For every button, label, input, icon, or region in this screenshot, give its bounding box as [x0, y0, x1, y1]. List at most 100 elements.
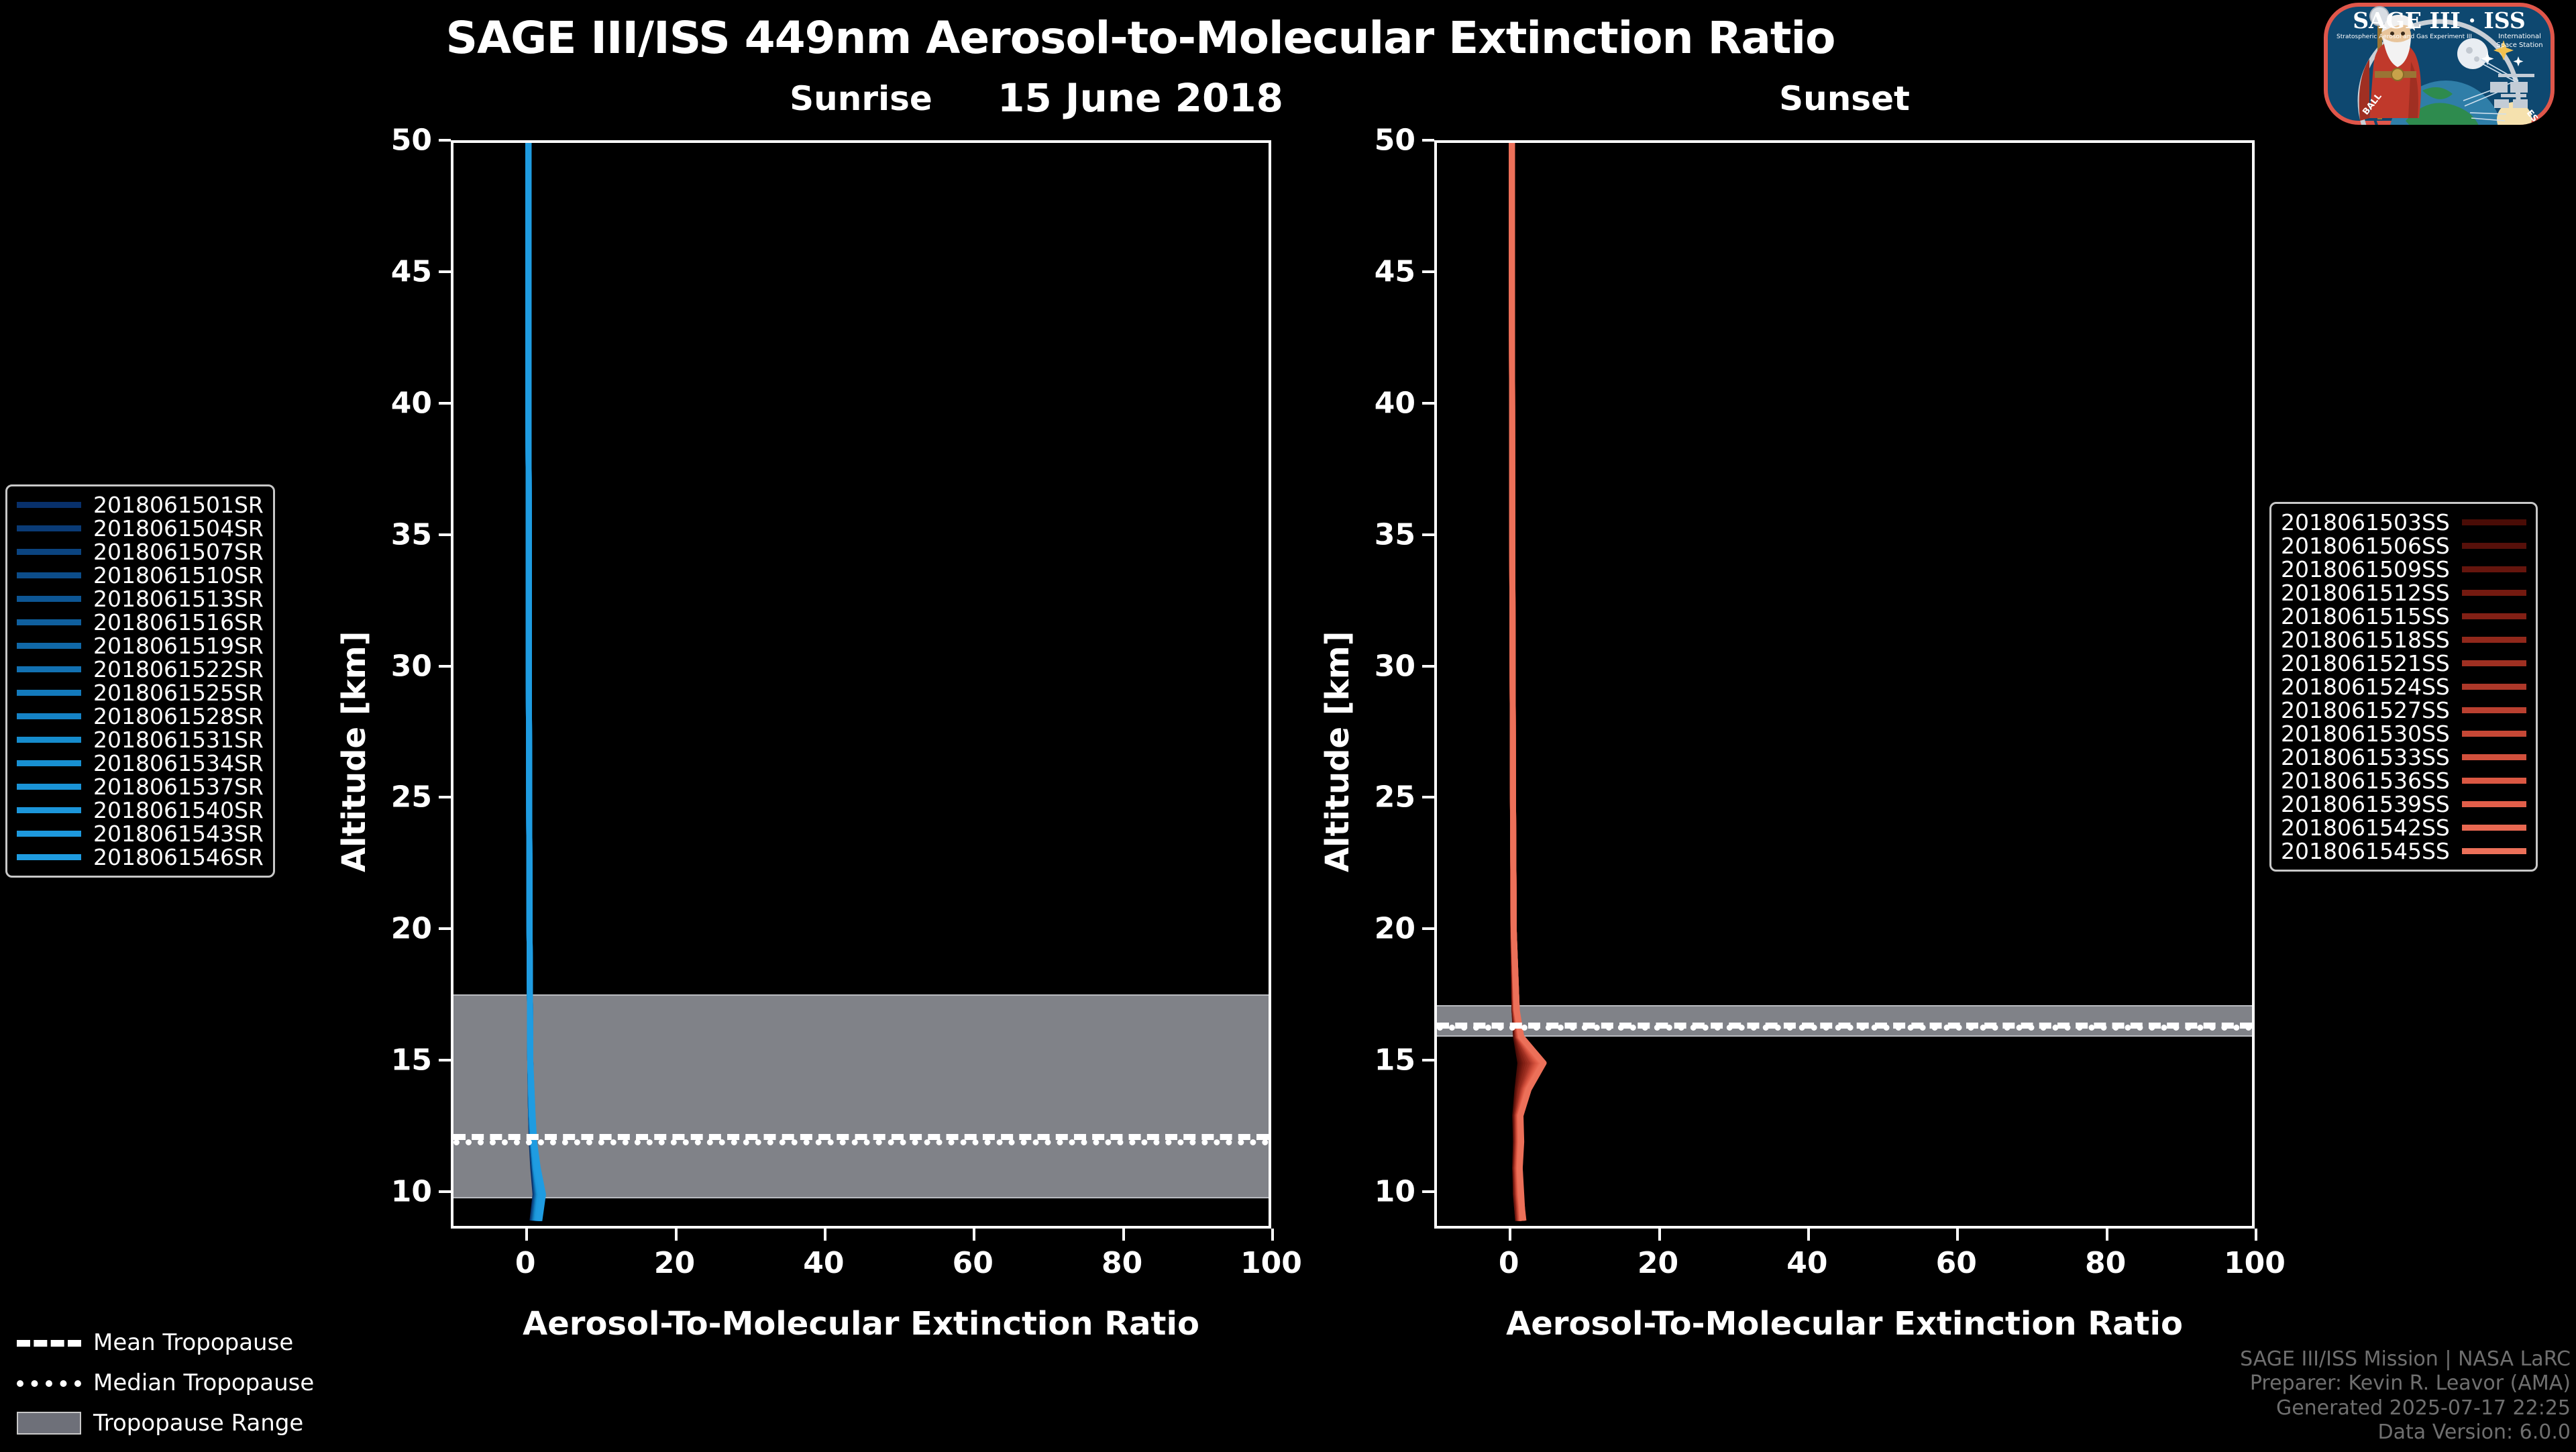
y-tick-label: 50: [390, 123, 432, 158]
shaded-band-icon: [17, 1412, 81, 1435]
y-tick-label: 45: [390, 254, 432, 289]
y-tick-mark: [1422, 796, 1434, 799]
legend-item-2018061512ss[interactable]: 2018061512SS: [2281, 580, 2526, 606]
x-tick-label: 20: [1637, 1246, 1679, 1280]
y-tick-mark: [1422, 927, 1434, 931]
legend-item-2018061524ss[interactable]: 2018061524SS: [2281, 674, 2526, 700]
legend-item-2018061534sr[interactable]: 2018061534SR: [17, 750, 264, 776]
sunset-panel-title: Sunset: [1779, 79, 1910, 118]
x-tick-label: 20: [653, 1246, 696, 1280]
credits-data-version: Data Version: 6.0.0: [2377, 1420, 2571, 1445]
dashed-line-icon: [17, 1333, 81, 1353]
sunrise-legend[interactable]: 2018061501SR 2018061504SR 2018061507SR 2018…: [5, 484, 275, 878]
y-tick-mark: [1422, 270, 1434, 273]
legend-label: 2018061546SR: [93, 844, 264, 870]
legend-item-2018061519sr[interactable]: 2018061519SR: [17, 633, 264, 659]
legend-item-2018061518ss[interactable]: 2018061518SS: [2281, 627, 2526, 653]
legend-item-2018061509ss[interactable]: 2018061509SS: [2281, 556, 2526, 582]
legend-item-2018061533ss[interactable]: 2018061533SS: [2281, 744, 2526, 770]
legend-item-2018061528sr[interactable]: 2018061528SR: [17, 703, 264, 729]
credits-generated: Generated 2025-07-17 22:25: [2275, 1396, 2571, 1420]
legend-label: 2018061537SR: [93, 774, 264, 800]
legend-item-median-tropopause: Median Tropopause: [17, 1363, 314, 1403]
legend-item-2018061521ss[interactable]: 2018061521SS: [2281, 650, 2526, 676]
x-tick-mark: [2255, 1229, 2257, 1241]
x-tick-label: 0: [515, 1246, 536, 1280]
patch-subtitle-right-2: Space Station: [2496, 42, 2542, 49]
legend-color-swatch: [17, 807, 81, 813]
legend-label: 2018061518SS: [2281, 627, 2450, 653]
y-tick-label: 35: [390, 517, 432, 552]
sunset-plot-area: [1434, 140, 2255, 1229]
legend-item-2018061536ss[interactable]: 2018061536SS: [2281, 768, 2526, 794]
legend-item-2018061525sr[interactable]: 2018061525SR: [17, 680, 264, 706]
legend-item-2018061539ss[interactable]: 2018061539SS: [2281, 791, 2526, 817]
credits-block: SAGE III/ISS Mission | NASA LaRC Prepare…: [2240, 1347, 2571, 1445]
y-tick-mark: [439, 796, 451, 799]
legend-label: 2018061506SS: [2281, 533, 2450, 559]
y-tick-mark: [1422, 533, 1434, 536]
legend-item-2018061516sr[interactable]: 2018061516SR: [17, 609, 264, 635]
legend-item-2018061503ss[interactable]: 2018061503SS: [2281, 509, 2526, 535]
legend-label: 2018061543SR: [93, 821, 264, 847]
legend-color-swatch: [17, 619, 81, 625]
legend-item-2018061510sr[interactable]: 2018061510SR: [17, 562, 264, 588]
legend-item-2018061501sr[interactable]: 2018061501SR: [17, 492, 264, 518]
legend-item-2018061545ss[interactable]: 2018061545SS: [2281, 838, 2526, 864]
legend-item-2018061531sr[interactable]: 2018061531SR: [17, 727, 264, 753]
legend-item-2018061546sr[interactable]: 2018061546SR: [17, 844, 264, 870]
legend-color-swatch: [2461, 660, 2526, 666]
y-tick-mark: [1422, 1059, 1434, 1062]
x-tick-mark: [823, 1229, 826, 1241]
legend-item-2018061513sr[interactable]: 2018061513SR: [17, 586, 264, 612]
legend-color-swatch: [2461, 754, 2526, 760]
legend-item-2018061543sr[interactable]: 2018061543SR: [17, 821, 264, 847]
legend-label: 2018061533SS: [2281, 744, 2450, 770]
legend-label-mean-tropopause: Mean Tropopause: [93, 1329, 294, 1356]
y-tick-label: 10: [390, 1174, 432, 1209]
x-tick-mark: [973, 1229, 976, 1241]
date-subtitle: 15 June 2018: [997, 75, 1284, 121]
legend-color-swatch: [17, 690, 81, 696]
legend-color-swatch: [17, 713, 81, 719]
credits-preparer: Preparer: Kevin R. Leavor (AMA): [2249, 1371, 2571, 1396]
legend-color-swatch: [17, 666, 81, 672]
y-tick-label: 25: [1374, 780, 1415, 815]
legend-color-swatch: [17, 854, 81, 860]
legend-color-swatch: [2461, 637, 2526, 643]
legend-label: 2018061521SS: [2281, 650, 2450, 676]
sunset-legend[interactable]: 2018061503SS 2018061506SS 2018061509SS 2018…: [2269, 502, 2538, 872]
legend-item-2018061506ss[interactable]: 2018061506SS: [2281, 533, 2526, 559]
legend-item-2018061542ss[interactable]: 2018061542SS: [2281, 815, 2526, 841]
legend-color-swatch: [2461, 825, 2526, 831]
legend-item-2018061530ss[interactable]: 2018061530SS: [2281, 721, 2526, 747]
legend-label: 2018061545SS: [2281, 838, 2450, 864]
y-tick-mark: [439, 401, 451, 405]
legend-item-2018061540sr[interactable]: 2018061540SR: [17, 797, 264, 823]
y-tick-label: 15: [390, 1043, 432, 1078]
legend-label: 2018061501SR: [93, 492, 264, 518]
legend-item-2018061527ss[interactable]: 2018061527SS: [2281, 697, 2526, 723]
legend-item-2018061537sr[interactable]: 2018061537SR: [17, 774, 264, 800]
x-tick-label: 40: [803, 1246, 845, 1280]
legend-item-2018061504sr[interactable]: 2018061504SR: [17, 515, 264, 541]
x-tick-mark: [1122, 1229, 1125, 1241]
dotted-line-icon: [17, 1373, 81, 1393]
legend-color-swatch: [2461, 566, 2526, 572]
legend-item-2018061507sr[interactable]: 2018061507SR: [17, 539, 264, 565]
legend-label: 2018061539SS: [2281, 791, 2450, 817]
legend-item-2018061515ss[interactable]: 2018061515SS: [2281, 603, 2526, 629]
sunrise-plot-area: [451, 140, 1271, 1229]
y-tick-mark: [1422, 1190, 1434, 1194]
y-tick-mark: [439, 533, 451, 536]
legend-item-2018061522sr[interactable]: 2018061522SR: [17, 656, 264, 682]
x-tick-mark: [2105, 1229, 2108, 1241]
y-tick-mark: [439, 1059, 451, 1062]
legend-color-swatch: [2461, 778, 2526, 784]
sunrise-panel-title: Sunrise: [790, 79, 932, 118]
legend-label: 2018061512SS: [2281, 580, 2450, 606]
credits-mission: SAGE III/ISS Mission | NASA LaRC: [2240, 1347, 2571, 1371]
legend-label: 2018061525SR: [93, 680, 264, 706]
legend-color-swatch: [17, 596, 81, 602]
x-tick-mark: [1807, 1229, 1810, 1241]
